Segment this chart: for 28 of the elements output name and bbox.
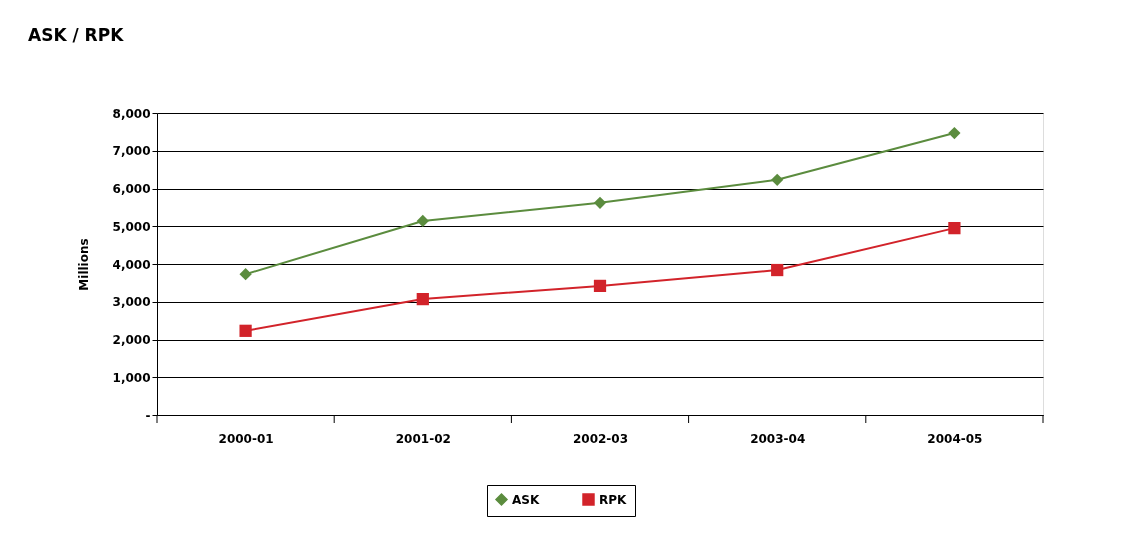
y-tick-label: 2,000 xyxy=(112,333,151,347)
chart-title: ASK / RPK xyxy=(28,25,125,45)
point xyxy=(948,126,961,140)
y-axis-title: Millions xyxy=(76,238,91,291)
x-tick-label: 2001-02 xyxy=(395,431,451,446)
y-tick-label: 7,000 xyxy=(112,144,151,159)
x-tick-label: 2002-03 xyxy=(572,431,629,446)
point xyxy=(239,324,252,337)
x-tick-label: 2004-05 xyxy=(927,431,983,446)
legend-label: ASK xyxy=(512,492,540,507)
x-tick-label: 2000-01 xyxy=(218,431,274,446)
y-tick-label: 5,000 xyxy=(112,219,151,234)
legend-label: RPK xyxy=(599,492,628,507)
y-tick-label: 8,000 xyxy=(112,106,151,121)
point xyxy=(593,279,607,293)
point xyxy=(771,263,784,277)
y-tick-label: 3,000 xyxy=(112,295,151,310)
x-tick-label: 2003-04 xyxy=(750,431,806,446)
point xyxy=(416,214,429,228)
y-tick-label: 4,000 xyxy=(112,257,151,272)
point xyxy=(593,196,607,209)
point xyxy=(416,292,429,306)
point xyxy=(771,173,784,186)
y-tick-label: 1,000 xyxy=(112,370,151,385)
y-tick-label: - xyxy=(145,408,151,423)
point xyxy=(948,222,961,235)
point xyxy=(239,268,252,281)
y-tick-label: 6,000 xyxy=(112,182,151,196)
